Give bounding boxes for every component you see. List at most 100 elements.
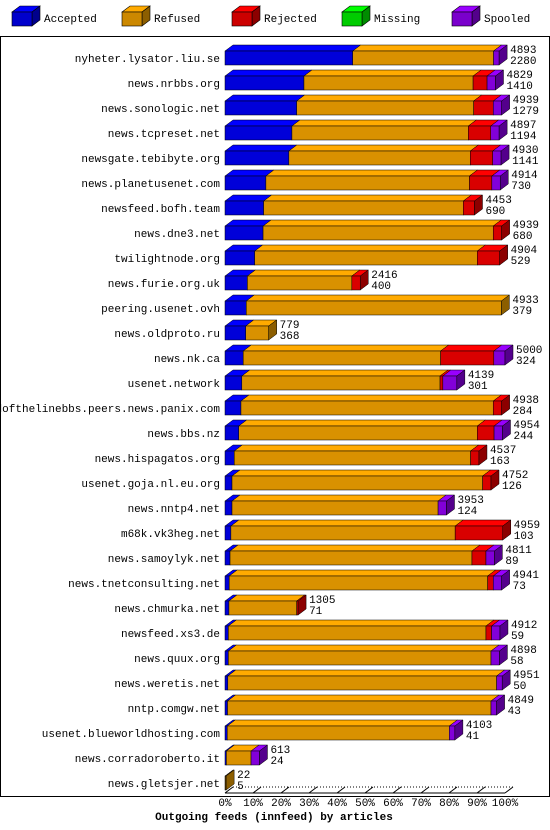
bar-side bbox=[490, 469, 500, 491]
category-label: newsgate.tebibyte.org bbox=[81, 154, 220, 166]
offered-label: 4904 bbox=[511, 245, 538, 257]
category-label: news.samoylyk.net bbox=[108, 554, 220, 566]
offered-label: 4811 bbox=[505, 545, 532, 557]
bar-top bbox=[224, 169, 275, 177]
category-label: peering.usenet.ovh bbox=[101, 304, 220, 316]
accepted-label: 324 bbox=[516, 356, 536, 368]
bar-segment bbox=[470, 150, 493, 166]
offered-label: 4897 bbox=[510, 120, 536, 132]
bar-segment bbox=[230, 525, 456, 541]
bar-segment bbox=[477, 250, 500, 266]
accepted-label: 41 bbox=[466, 731, 480, 743]
offered-label: 4893 bbox=[510, 45, 536, 57]
category-label: news.nrbbs.org bbox=[128, 79, 220, 91]
bar-segment bbox=[492, 150, 502, 166]
legend-swatch bbox=[341, 11, 363, 27]
bar-segment bbox=[485, 625, 492, 641]
bar-segment bbox=[482, 475, 492, 491]
bar-top bbox=[224, 94, 306, 102]
bar-top bbox=[229, 544, 481, 552]
bar-top bbox=[230, 519, 464, 527]
category-label: news.bbs.nz bbox=[147, 429, 220, 441]
bar-top bbox=[226, 719, 459, 727]
bar-top bbox=[224, 119, 301, 127]
chart-title: Outgoing feeds (innfeed) by articles bbox=[155, 812, 393, 824]
bar-segment bbox=[224, 250, 255, 266]
x-tick-label: 0% bbox=[218, 798, 232, 810]
x-tick bbox=[448, 786, 458, 794]
offered-label: 3953 bbox=[457, 495, 483, 507]
category-label: news.nk.ca bbox=[154, 354, 220, 366]
legend-label: Refused bbox=[154, 14, 200, 26]
x-tick bbox=[224, 786, 234, 794]
x-tick bbox=[280, 786, 290, 794]
bar-segment bbox=[224, 150, 290, 166]
bar-top bbox=[253, 244, 487, 252]
bar-side bbox=[499, 169, 509, 191]
bar-segment bbox=[493, 50, 500, 66]
legend-label: Accepted bbox=[44, 14, 97, 26]
bar-top bbox=[454, 519, 512, 527]
offered-label: 4829 bbox=[506, 70, 532, 82]
accepted-label: 680 bbox=[513, 231, 533, 243]
bar-side bbox=[499, 619, 509, 641]
bar-segment bbox=[233, 450, 471, 466]
bar-top bbox=[227, 644, 500, 652]
x-tick bbox=[336, 786, 346, 794]
bar-segment bbox=[231, 500, 439, 516]
bar-segment bbox=[224, 200, 264, 216]
bar-segment bbox=[224, 675, 229, 691]
bar-top bbox=[227, 619, 495, 627]
bar-segment bbox=[496, 675, 503, 691]
x-tick-label: 90% bbox=[467, 798, 487, 810]
bar-segment bbox=[242, 350, 441, 366]
accepted-label: 379 bbox=[512, 306, 532, 318]
bar-segment bbox=[227, 700, 492, 716]
bar-segment bbox=[224, 100, 297, 116]
bar-side bbox=[454, 719, 464, 741]
bar-segment bbox=[254, 250, 478, 266]
x-tick-label: 80% bbox=[439, 798, 459, 810]
accepted-label: 1194 bbox=[510, 131, 537, 143]
bar-side bbox=[359, 269, 369, 291]
accepted-label: 1410 bbox=[506, 81, 532, 93]
bar-segment bbox=[224, 400, 242, 416]
bar-segment bbox=[231, 475, 483, 491]
offered-label: 4537 bbox=[490, 445, 516, 457]
x-tick bbox=[308, 786, 318, 794]
bar-top bbox=[231, 494, 447, 502]
bar-segment bbox=[228, 575, 488, 591]
accepted-label: 50 bbox=[513, 681, 526, 693]
bar-top bbox=[224, 69, 313, 77]
bar-top bbox=[241, 369, 449, 377]
bar-segment bbox=[226, 750, 252, 766]
offered-label: 613 bbox=[270, 745, 290, 757]
bar-segment bbox=[288, 150, 471, 166]
category-label: endofthelinebbs.peers.news.panix.com bbox=[0, 404, 220, 416]
accepted-label: 529 bbox=[511, 256, 531, 268]
bar-top bbox=[240, 394, 502, 402]
category-label: news.sonologic.net bbox=[101, 104, 220, 116]
bar-segment bbox=[224, 125, 293, 141]
bar-segment bbox=[473, 100, 494, 116]
bar-segment bbox=[463, 200, 475, 216]
bar-segment bbox=[439, 375, 444, 391]
bar-segment bbox=[250, 750, 260, 766]
category-label: news.furie.org.uk bbox=[108, 279, 221, 291]
bar-segment bbox=[229, 550, 473, 566]
category-label: news.hispagatos.org bbox=[95, 454, 220, 466]
offered-label: 4933 bbox=[512, 295, 538, 307]
bar-top bbox=[224, 44, 362, 52]
bar-top bbox=[227, 669, 506, 677]
bar-segment bbox=[469, 175, 493, 191]
category-label: usenet.network bbox=[128, 379, 221, 391]
bar-top bbox=[237, 419, 487, 427]
bar-segment bbox=[454, 525, 504, 541]
bar-segment bbox=[470, 450, 480, 466]
bar-segment bbox=[487, 575, 494, 591]
bar-top bbox=[262, 219, 502, 227]
bar-side bbox=[446, 494, 455, 516]
offered-label: 4898 bbox=[510, 645, 536, 657]
bar-segment bbox=[224, 700, 228, 716]
bar-segment bbox=[468, 125, 491, 141]
